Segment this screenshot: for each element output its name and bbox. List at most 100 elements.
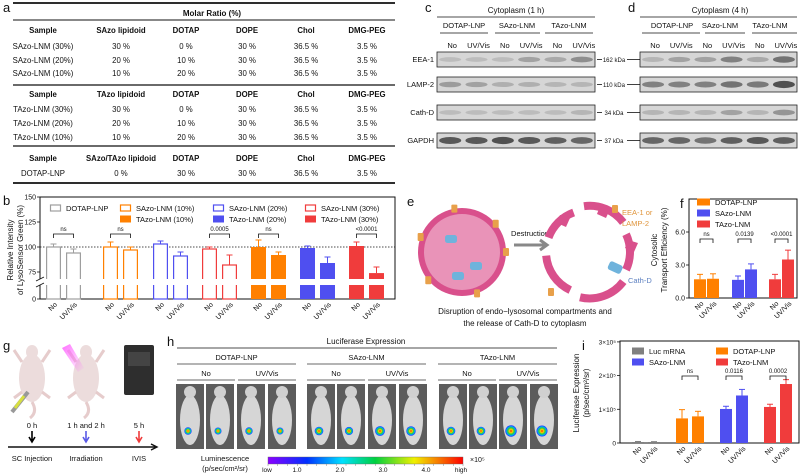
lane-label: No — [755, 41, 765, 50]
y-axis-label: Relative Intensity — [6, 220, 15, 281]
blot-strip-lamp-2 — [639, 76, 798, 93]
legend-swatch — [304, 204, 317, 212]
y-axis-label: Luciferase Expression — [572, 354, 581, 433]
legend-label: TAzo-LNM — [715, 220, 750, 229]
ivis-door — [128, 352, 150, 366]
table-cell: 30 % — [238, 119, 256, 128]
protein-band — [720, 81, 743, 88]
protein-band — [439, 137, 462, 144]
cath-d-icon — [470, 262, 482, 270]
y-tick-label: 0.0 — [675, 296, 685, 303]
table-cell: 3.5 % — [357, 119, 377, 128]
x-tick-label: UV/Vis — [362, 301, 382, 321]
timepoint-arrow-icon — [135, 431, 143, 444]
p-value-label: ns — [703, 232, 709, 238]
lane-label: No — [703, 41, 713, 50]
protein-band — [570, 56, 593, 63]
significance-bracket — [769, 375, 787, 380]
x-tick-label: No — [676, 445, 687, 456]
legend-swatch — [632, 347, 644, 355]
table-cell: 20 % — [112, 56, 130, 65]
cath-d-label: Cath-D — [628, 276, 652, 285]
table-cell: 0 % — [179, 105, 193, 114]
table-cell: 0 % — [179, 42, 193, 51]
legend: DOTAP-LNP SAzo-LNM TAzo-LNM — [697, 198, 757, 229]
x-tick-label: UV/Vis — [166, 301, 186, 321]
x-tick-label: No — [732, 300, 743, 311]
significance-bracket — [209, 233, 230, 238]
plot-frame — [39, 196, 396, 300]
mouse-bioluminescence-image — [337, 384, 365, 449]
mouse-silhouette — [341, 395, 361, 445]
table-cell: 0 % — [114, 169, 128, 178]
column-header: Sample — [29, 26, 57, 35]
table-cell: 20 % — [177, 69, 195, 78]
protein-band — [491, 57, 514, 62]
x-tick-label: No — [720, 445, 731, 456]
blot-membrane — [436, 132, 596, 149]
membrane-protein-icon — [451, 204, 458, 213]
p-value-label: 0.0002 — [769, 369, 788, 375]
condition-label: No — [201, 369, 211, 378]
bar — [769, 279, 781, 298]
legend-label: SAzo-LNM (10%) — [136, 204, 195, 213]
membrane-fragment — [542, 255, 573, 294]
step-label: Irradiation — [69, 454, 102, 463]
protein-band — [668, 81, 691, 88]
mouse-illustration — [12, 345, 52, 420]
mouse-bioluminescence-image — [176, 384, 204, 449]
bar — [736, 395, 748, 443]
marker-label: 37 kDa — [604, 139, 624, 145]
legend-swatch — [697, 209, 710, 217]
column-header: DOPE — [236, 26, 258, 35]
y-tick-label: 1×10⁵ — [599, 407, 617, 414]
membrane-fragment — [625, 240, 638, 252]
step-label: IVIS — [132, 454, 146, 463]
significance-bracket — [725, 375, 743, 380]
sample-name: SAzo-LNM (10%) — [13, 69, 74, 78]
blot-group-label: SAzo-LNM — [499, 21, 535, 30]
membrane-fragment — [597, 206, 610, 218]
blot-strip-gapdh — [639, 132, 798, 149]
membrane-fragment — [579, 279, 627, 303]
mouse-bioluminescence-image — [499, 384, 527, 449]
column-header: DOPE — [236, 154, 258, 163]
column-header: Chol — [297, 26, 314, 35]
cath-d-icon — [607, 261, 623, 274]
mouse-head — [447, 386, 459, 398]
legend-swatch — [212, 204, 225, 212]
luminescence-signal — [505, 425, 517, 437]
luminescence-signal — [245, 427, 253, 435]
blot-group-label: TAzo-LNM — [752, 21, 787, 30]
blot-group-label: TAzo-LNM — [551, 21, 586, 30]
mouse-bioluminescence-image — [399, 384, 427, 449]
light-beam-icon — [62, 344, 84, 372]
bar — [707, 278, 719, 298]
lane-label: No — [447, 41, 457, 50]
y-tick-label: 3×10⁵ — [599, 339, 617, 346]
mouse-bioluminescence-image — [206, 384, 234, 449]
protein-band — [668, 56, 691, 63]
plot-frame — [619, 340, 800, 444]
protein-band — [518, 81, 541, 88]
bar — [300, 248, 315, 299]
luminescence-signal — [314, 426, 324, 436]
blot-membrane — [436, 51, 596, 68]
significance-bracket — [699, 238, 714, 243]
bar — [45, 246, 61, 300]
sample-name: TAzo-LNM (10%) — [13, 133, 73, 142]
x-tick-label: No — [632, 445, 643, 456]
membrane-protein-label: LAMP-2 — [622, 219, 649, 228]
experiment-timeline: 0 h SC Injection 1 h and 2 h Irradiation 5 h… — [8, 344, 159, 463]
protein-band — [570, 110, 593, 115]
group-label: TAzo-LNM — [480, 353, 515, 362]
table-cell: 30 % — [112, 105, 130, 114]
blot-strip-cath-d — [639, 104, 798, 121]
protein-band — [465, 57, 488, 62]
x-tick-label: No — [253, 301, 264, 312]
x-tick-label: UV/Vis — [683, 445, 703, 465]
p-value-label: ns — [265, 227, 271, 233]
p-value-label: 0.0005 — [210, 227, 229, 233]
